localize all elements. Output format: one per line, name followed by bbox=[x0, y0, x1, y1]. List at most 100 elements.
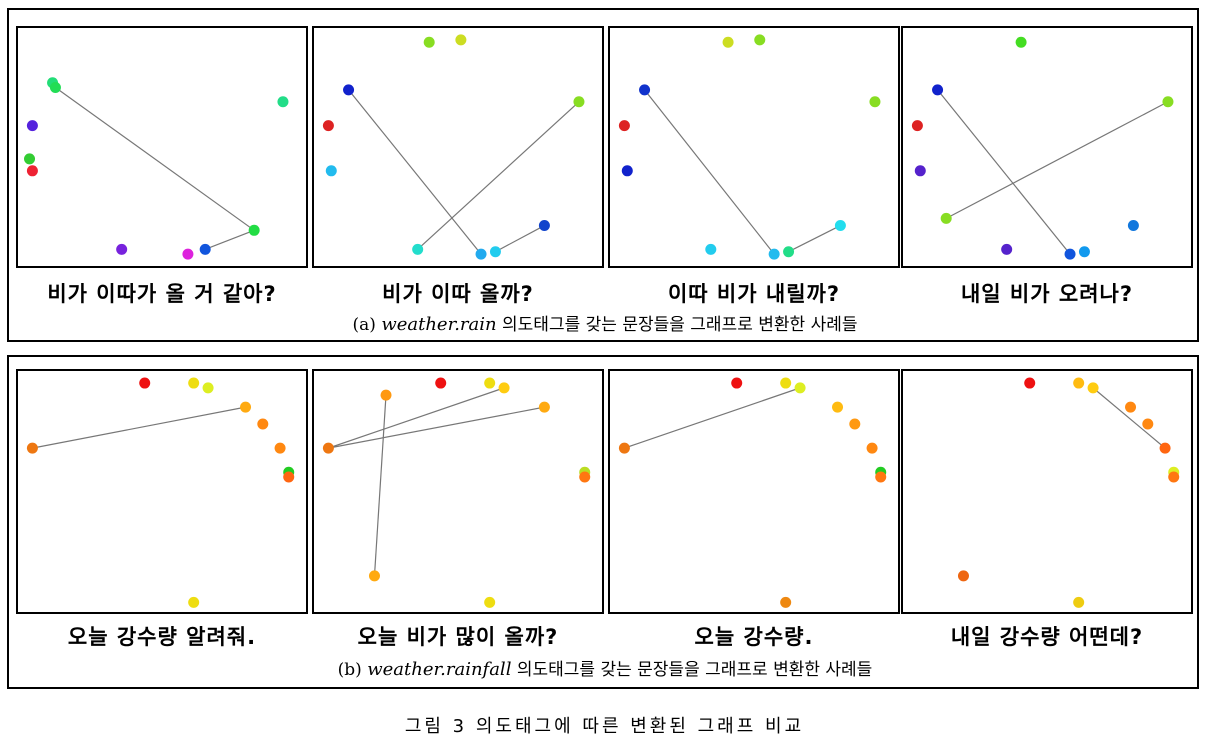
graph-edge bbox=[945, 101, 1169, 219]
graph-node bbox=[780, 377, 792, 389]
graph-node bbox=[538, 220, 550, 232]
graph-panel-b3 bbox=[608, 369, 900, 614]
graph-node bbox=[1073, 596, 1085, 608]
caption-tag-b: weather.rainfall bbox=[367, 659, 512, 680]
graph-node bbox=[277, 96, 289, 108]
graph-panel-a4 bbox=[901, 26, 1193, 268]
graph-node bbox=[579, 471, 591, 483]
graph-node bbox=[1024, 377, 1036, 389]
group-weather-rainfall: 오늘 강수량 알려줘. 오늘 비가 많이 올까? 오늘 강수량. 내일 강수량 … bbox=[7, 355, 1199, 689]
graph-node bbox=[283, 471, 295, 483]
graph-edge bbox=[495, 225, 545, 253]
graph-edge bbox=[328, 387, 505, 449]
graph-node bbox=[1168, 471, 1180, 483]
graph-node bbox=[202, 382, 214, 394]
graph-edge bbox=[624, 387, 801, 449]
sentence-b2: 오늘 비가 많이 올까? bbox=[357, 625, 559, 649]
graph-b4 bbox=[957, 377, 1180, 608]
graph-node bbox=[834, 220, 846, 232]
graph-node bbox=[498, 382, 510, 394]
graph-node bbox=[248, 224, 260, 236]
graph-node bbox=[875, 471, 887, 483]
graph-panel-a2 bbox=[312, 26, 604, 268]
graph-node bbox=[484, 596, 496, 608]
graph-node bbox=[911, 120, 923, 132]
graph-a1 bbox=[24, 77, 289, 260]
graph-node bbox=[1125, 401, 1137, 413]
graph-node bbox=[240, 401, 252, 413]
graph-node bbox=[639, 84, 651, 96]
graph-node bbox=[423, 36, 435, 48]
graph-node bbox=[322, 120, 334, 132]
graph-node bbox=[621, 165, 633, 177]
graph-node bbox=[489, 246, 501, 258]
graph-node bbox=[1162, 96, 1174, 108]
graph-node bbox=[475, 248, 487, 260]
caption-prefix-b: (b) bbox=[337, 660, 362, 680]
graph-node bbox=[257, 418, 269, 430]
graph-node bbox=[343, 84, 355, 96]
sentence-a1: 비가 이따가 올 거 같아? bbox=[47, 282, 277, 306]
sentence-a3: 이따 비가 내릴까? bbox=[667, 282, 841, 306]
graph-b3 bbox=[618, 377, 887, 608]
graph-node bbox=[325, 165, 337, 177]
graph-edge bbox=[644, 89, 775, 255]
graph-node bbox=[49, 82, 61, 93]
graph-b1 bbox=[26, 377, 295, 608]
graph-node bbox=[139, 377, 151, 389]
graph-node bbox=[26, 120, 38, 132]
graph-node bbox=[1001, 243, 1013, 255]
graph-node bbox=[866, 442, 878, 454]
graph-node bbox=[199, 243, 211, 255]
graph-edge bbox=[55, 87, 255, 231]
graph-edge bbox=[204, 229, 255, 250]
graph-edge bbox=[328, 406, 545, 449]
group-weather-rain: 비가 이따가 올 거 같아? 비가 이따 올까? 이따 비가 내릴까? 내일 비… bbox=[7, 8, 1199, 342]
graph-panel-b4 bbox=[901, 369, 1193, 614]
graph-a4 bbox=[911, 36, 1174, 260]
graph-node bbox=[1142, 418, 1154, 430]
graph-node bbox=[832, 401, 844, 413]
graph-node bbox=[274, 442, 286, 454]
graph-node bbox=[26, 165, 38, 177]
graph-edge bbox=[32, 406, 246, 449]
graph-node bbox=[1015, 36, 1027, 48]
graph-node bbox=[754, 34, 766, 46]
graph-node bbox=[869, 96, 881, 108]
sentence-b3: 오늘 강수량. bbox=[694, 625, 814, 649]
graph-a3 bbox=[618, 34, 881, 260]
graph-node bbox=[780, 596, 792, 608]
graph-edge bbox=[937, 89, 1071, 255]
graph-node bbox=[412, 243, 424, 255]
graph-node bbox=[1064, 248, 1076, 260]
graph-node bbox=[1073, 377, 1085, 389]
graph-a2 bbox=[322, 34, 585, 260]
caption-suffix-a: 의도태그를 갖는 문장들을 그래프로 변환한 사례들 bbox=[502, 315, 858, 335]
graph-node bbox=[914, 165, 926, 177]
graph-node bbox=[368, 570, 380, 582]
graph-node bbox=[618, 442, 630, 454]
sentence-a2: 비가 이따 올까? bbox=[382, 282, 534, 306]
caption-suffix-b: 의도태그를 갖는 문장들을 그래프로 변환한 사례들 bbox=[516, 660, 873, 680]
graph-node bbox=[783, 246, 795, 258]
graph-node bbox=[380, 389, 392, 401]
graph-panel-a1 bbox=[16, 26, 308, 268]
figure-caption: 그림 3 의도태그에 따른 변환된 그래프 비교 bbox=[404, 716, 805, 737]
graph-node bbox=[538, 401, 550, 413]
graph-node bbox=[573, 96, 585, 108]
graph-edge bbox=[417, 101, 580, 250]
group-caption-b: (b) weather.rainfall 의도태그를 갖는 문장들을 그래프로 … bbox=[9, 655, 1201, 680]
graph-node bbox=[182, 248, 194, 260]
graph-edge bbox=[373, 395, 387, 576]
sentence-b4: 내일 강수량 어떤데? bbox=[950, 625, 1144, 649]
caption-tag-a: weather.rain bbox=[381, 314, 497, 335]
graph-node bbox=[1078, 246, 1090, 258]
graph-node bbox=[455, 34, 467, 46]
graph-panel-b2 bbox=[312, 369, 604, 614]
graph-panel-b1 bbox=[16, 369, 308, 614]
graph-node bbox=[24, 153, 36, 165]
graph-node bbox=[932, 84, 944, 96]
graph-node bbox=[188, 596, 200, 608]
graph-b2 bbox=[322, 377, 591, 608]
graph-node bbox=[116, 243, 128, 255]
